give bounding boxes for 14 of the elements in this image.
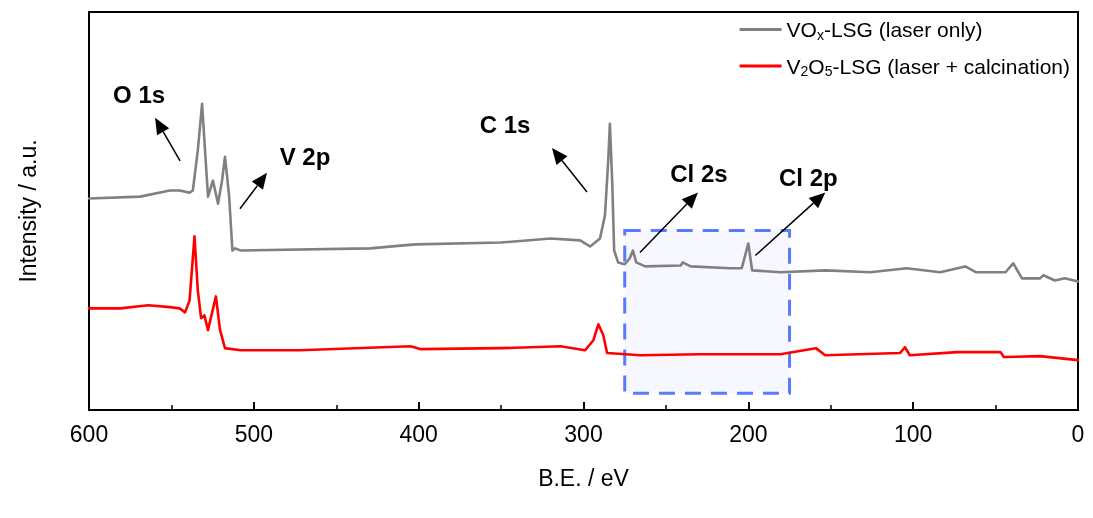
annotation: V 2p xyxy=(279,143,331,171)
annotation: Cl 2s xyxy=(670,159,728,187)
annotation: C 1s xyxy=(479,111,531,139)
x-tick-label: 300 xyxy=(564,420,603,447)
x-tick-label: 400 xyxy=(399,420,438,447)
x-tick-label: 600 xyxy=(69,420,109,447)
x-axis-title: B.E. / eV xyxy=(538,464,630,491)
x-tick-label: 200 xyxy=(729,420,768,447)
annotation: O 1s xyxy=(113,81,166,109)
annotation: Cl 2p xyxy=(778,163,838,191)
x-tick-label: 100 xyxy=(893,420,933,447)
x-tick-label: 500 xyxy=(234,420,274,447)
x-tick-label: 0 xyxy=(1071,420,1085,447)
y-axis-title: Intensity / a.u. xyxy=(14,139,41,283)
